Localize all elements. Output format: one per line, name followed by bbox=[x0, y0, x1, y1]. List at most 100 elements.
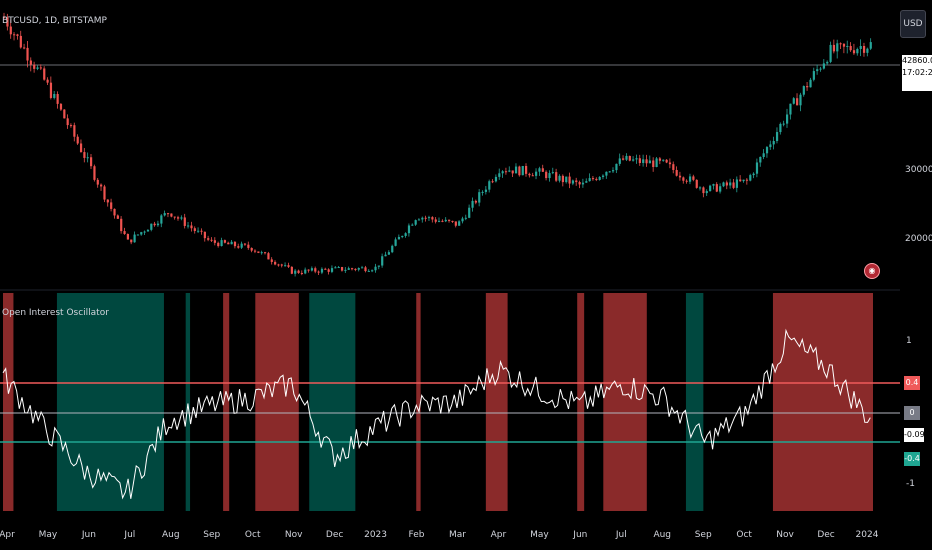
candle-body bbox=[508, 170, 511, 172]
candle-body bbox=[725, 182, 728, 186]
candle-body bbox=[675, 169, 678, 176]
candle-body bbox=[56, 94, 59, 104]
candle-body bbox=[424, 217, 427, 219]
candle-body bbox=[685, 180, 688, 182]
candle-body bbox=[160, 215, 163, 224]
alert-icon[interactable]: ◉ bbox=[864, 263, 880, 279]
candle-body bbox=[150, 223, 153, 230]
candle-body bbox=[762, 153, 765, 157]
zone-band bbox=[685, 293, 704, 511]
candle-body bbox=[126, 234, 130, 240]
symbol-title[interactable]: BTCUSD, 1D, BITSTAMP bbox=[2, 16, 107, 26]
candle-body bbox=[692, 176, 695, 180]
candle-body bbox=[217, 242, 220, 247]
candle-body bbox=[836, 43, 839, 52]
candle-body bbox=[789, 103, 792, 115]
candle-body bbox=[555, 172, 558, 181]
candle-body bbox=[612, 170, 615, 172]
candle-body bbox=[601, 175, 605, 177]
time-label: Jul bbox=[615, 530, 627, 540]
last-price-value: 42860.000 bbox=[902, 56, 932, 65]
zone-band bbox=[772, 293, 873, 511]
indicator-title[interactable]: Open Interest Oscillator bbox=[2, 308, 109, 318]
candle-body bbox=[665, 159, 668, 163]
candle-body bbox=[23, 47, 26, 49]
candle-body bbox=[381, 256, 384, 266]
candle-body bbox=[545, 171, 548, 179]
candle-body bbox=[792, 98, 795, 104]
last-price-label: 42860.000 17:02:25 bbox=[902, 55, 932, 91]
candle-body bbox=[143, 231, 146, 233]
candle-body bbox=[739, 179, 742, 182]
candle-body bbox=[852, 50, 856, 54]
time-label: Oct bbox=[245, 530, 261, 540]
candle-body bbox=[632, 159, 635, 161]
candle-body bbox=[200, 230, 203, 232]
candle-body bbox=[13, 34, 16, 36]
candle-body bbox=[862, 45, 866, 53]
candle-body bbox=[558, 175, 561, 181]
candle-body bbox=[749, 175, 752, 181]
candle-body bbox=[63, 109, 66, 119]
candle-body bbox=[752, 173, 755, 176]
candle-body bbox=[210, 239, 213, 241]
candle-body bbox=[635, 158, 638, 160]
candle-body bbox=[565, 176, 568, 183]
candle-body bbox=[561, 175, 565, 183]
candle-body bbox=[414, 220, 417, 225]
candle-body bbox=[136, 234, 140, 236]
candle-body bbox=[491, 181, 494, 183]
candle-body bbox=[551, 172, 554, 174]
candle-body bbox=[270, 259, 273, 262]
candle-body bbox=[575, 180, 578, 183]
candle-body bbox=[250, 247, 253, 251]
zone-band bbox=[185, 293, 191, 511]
candle-body bbox=[290, 266, 293, 274]
candle-body bbox=[468, 207, 471, 218]
candle-body bbox=[421, 217, 424, 220]
candle-body bbox=[103, 186, 106, 200]
candle-body bbox=[39, 67, 43, 69]
candle-body bbox=[464, 217, 467, 219]
candle-body bbox=[90, 157, 93, 167]
candle-body bbox=[240, 243, 243, 248]
osc-tick-1: 1 bbox=[906, 336, 912, 346]
candle-body bbox=[220, 240, 223, 247]
candle-body bbox=[113, 208, 116, 216]
time-label: Aug bbox=[162, 530, 180, 540]
candle-body bbox=[197, 230, 200, 232]
candle-body bbox=[441, 220, 444, 222]
currency-button[interactable]: USD bbox=[900, 10, 926, 38]
candle-body bbox=[722, 182, 725, 187]
candle-body bbox=[511, 170, 514, 174]
time-label: Oct bbox=[736, 530, 752, 540]
candle-body bbox=[732, 182, 735, 188]
time-label: Jul bbox=[123, 530, 135, 540]
time-label: Feb bbox=[409, 530, 425, 540]
candle-body bbox=[458, 221, 461, 226]
candle-body bbox=[19, 35, 22, 48]
candle-body bbox=[809, 79, 812, 88]
candle-body bbox=[69, 125, 73, 127]
candle-body bbox=[314, 268, 317, 272]
candle-body bbox=[802, 86, 805, 95]
candle-body bbox=[856, 49, 859, 54]
time-label: 2023 bbox=[364, 530, 387, 540]
candle-body bbox=[819, 68, 822, 70]
candle-body bbox=[826, 61, 829, 64]
candle-body bbox=[300, 272, 304, 274]
candle-body bbox=[347, 268, 350, 270]
candle-body bbox=[481, 191, 484, 193]
zone-band bbox=[223, 293, 230, 511]
upper-level-badge: 0.4 bbox=[904, 376, 920, 390]
candle-body bbox=[140, 232, 143, 235]
candle-body bbox=[434, 219, 437, 222]
candle-body bbox=[156, 223, 160, 226]
candle-body bbox=[759, 156, 762, 163]
candle-body bbox=[451, 220, 454, 222]
price-candles bbox=[3, 12, 872, 277]
candle-body bbox=[177, 217, 180, 219]
time-label: Aug bbox=[653, 530, 671, 540]
candle-body bbox=[488, 181, 491, 190]
